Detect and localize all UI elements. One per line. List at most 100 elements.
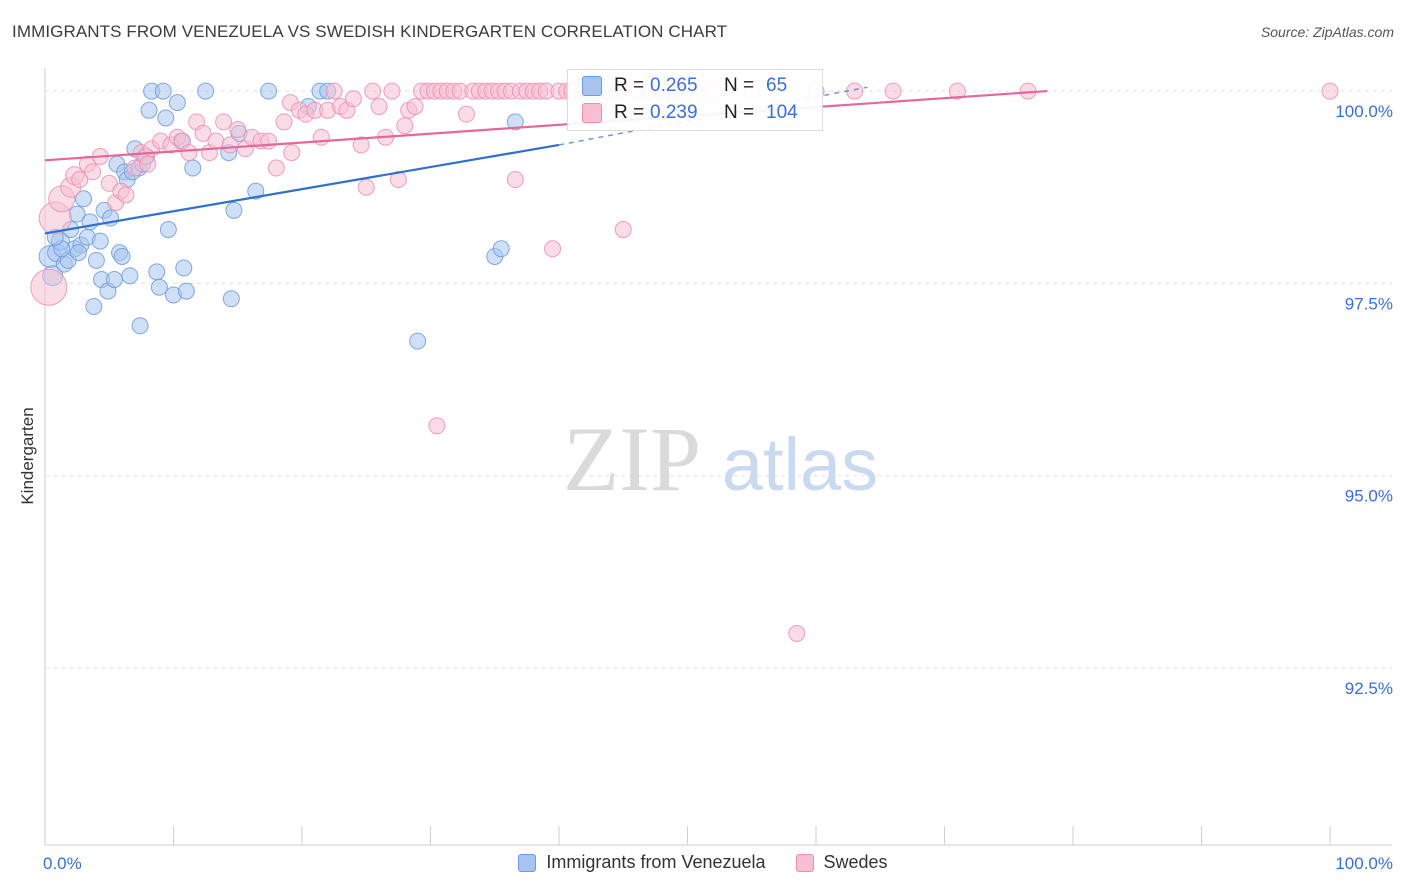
stats-n-value: 65 — [766, 75, 788, 96]
y-tick-label: 100.0% — [1335, 102, 1393, 121]
venezuela-point — [75, 190, 93, 208]
watermark-atlas: atlas — [722, 423, 878, 506]
swedes-point — [194, 124, 212, 142]
x-tick-label: 0.0% — [43, 854, 82, 873]
swedes-point — [948, 82, 966, 100]
stats-r-label: R = — [614, 75, 645, 96]
gridlines — [45, 90, 1392, 669]
data-points — [30, 82, 1339, 642]
swedes-point — [215, 113, 233, 131]
legend-label-swedes: Swedes — [823, 852, 888, 872]
venezuela-point — [150, 278, 168, 296]
swedes-point — [84, 163, 102, 181]
venezuela-point — [197, 82, 215, 100]
axes — [44, 68, 1392, 846]
swedes-point — [325, 82, 343, 100]
watermark-zip: ZIP — [563, 408, 701, 510]
swedes-point — [357, 178, 375, 196]
venezuela-point — [91, 232, 109, 250]
legend: Immigrants from Venezuela Swedes — [0, 852, 1406, 873]
venezuela-point — [175, 259, 193, 277]
swedes-point — [884, 82, 902, 100]
swedes-point — [71, 171, 89, 189]
stats-row-swedes: R = 0.239 N = 104 — [582, 100, 798, 126]
stats-swatch-venezuela — [582, 76, 602, 96]
stats-n-label: N = — [724, 75, 755, 96]
legend-item-swedes[interactable]: Swedes — [795, 852, 888, 873]
swedes-point — [260, 132, 278, 150]
swedes-point — [544, 240, 562, 258]
y-tick-label: 92.5% — [1345, 679, 1393, 698]
swedes-point — [312, 128, 330, 146]
swedes-point — [614, 221, 632, 239]
swedes-point — [221, 136, 239, 154]
swedes-point — [229, 121, 247, 139]
swedes-point — [506, 171, 524, 189]
y-axis-label: Kindergarten — [18, 407, 37, 504]
venezuela-point — [159, 221, 177, 239]
swedes-point — [788, 624, 806, 642]
venezuela-point — [168, 94, 186, 112]
swedes-point — [383, 82, 401, 100]
stats-n-value: 104 — [766, 102, 798, 123]
venezuela-point — [177, 282, 195, 300]
swedes-point — [396, 117, 414, 135]
swedes-point — [428, 417, 446, 435]
swedes-point — [267, 159, 285, 177]
swedes-point — [344, 90, 362, 108]
venezuela-point — [225, 201, 243, 219]
legend-item-venezuela[interactable]: Immigrants from Venezuela — [518, 852, 766, 873]
swedes-point — [207, 132, 225, 150]
swedes-point — [275, 113, 293, 131]
swedes-point — [30, 268, 68, 306]
stats-box: R = 0.265 N = 65 R = 0.239 N = 104 — [567, 69, 823, 131]
stats-row-venezuela: R = 0.265 N = 65 — [582, 73, 787, 99]
swedes-trend-line — [44, 89, 1048, 162]
venezuela-point — [154, 82, 172, 100]
venezuela-point — [157, 109, 175, 127]
venezuela-point — [184, 159, 202, 177]
venezuela-point — [87, 251, 105, 269]
legend-swatch-swedes — [795, 853, 814, 872]
swedes-point — [406, 97, 424, 115]
stats-r-value: 0.239 — [650, 102, 698, 123]
swedes-point — [352, 136, 370, 154]
venezuela-point — [260, 82, 278, 100]
venezuela-point — [409, 332, 427, 350]
swedes-point — [370, 97, 388, 115]
y-tick-label: 95.0% — [1345, 487, 1393, 506]
venezuela-point — [222, 290, 240, 308]
venezuela-trend-line — [44, 143, 560, 235]
y-tick-label: 97.5% — [1345, 294, 1393, 313]
swedes-point — [457, 105, 475, 123]
x-tick-label: 100.0% — [1335, 854, 1393, 873]
venezuela-point — [247, 182, 265, 200]
venezuela-point — [506, 113, 524, 131]
venezuela-point — [113, 247, 131, 265]
venezuela-point — [131, 317, 149, 335]
stats-r-label: R = — [614, 102, 645, 123]
swedes-point — [364, 82, 382, 100]
watermark: ZIP atlas — [563, 408, 878, 510]
swedes-point — [139, 155, 157, 173]
stats-swatch-swedes — [582, 103, 602, 123]
legend-swatch-venezuela — [518, 853, 537, 872]
swedes-point — [283, 144, 301, 162]
chart-title: IMMIGRANTS FROM VENEZUELA VS SWEDISH KIN… — [12, 22, 728, 41]
stats-n-label: N = — [724, 102, 755, 123]
venezuela-point — [492, 240, 510, 258]
source-label: Source: ZipAtlas.com — [1260, 24, 1394, 40]
stats-r-value: 0.265 — [650, 75, 698, 96]
venezuela-point — [140, 101, 158, 119]
tick-labels: 92.5% 95.0% 97.5% 100.0% 0.0% 100.0% — [43, 102, 1393, 873]
venezuela-point — [85, 297, 103, 315]
swedes-point — [180, 144, 198, 162]
venezuela-point — [105, 271, 123, 289]
legend-label-venezuela: Immigrants from Venezuela — [546, 852, 766, 872]
venezuela-point — [121, 267, 139, 285]
venezuela-point — [69, 244, 87, 262]
venezuela-point — [148, 263, 166, 281]
swedes-point — [117, 186, 135, 204]
swedes-point — [1321, 82, 1339, 100]
